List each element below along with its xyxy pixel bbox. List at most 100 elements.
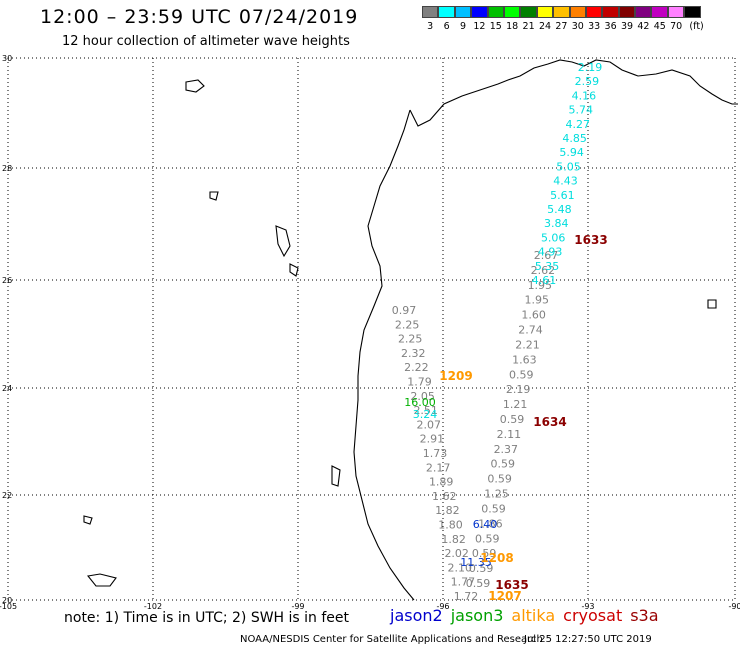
color-swatch bbox=[422, 6, 439, 18]
color-scale-label: 45 bbox=[653, 21, 666, 32]
color-scale-label: 27 bbox=[555, 21, 568, 32]
wave-height-label: 5.61 bbox=[550, 189, 575, 202]
color-scale-label: 21 bbox=[522, 21, 535, 32]
wave-height-label: 1.95 bbox=[528, 279, 553, 292]
longitude-label: -90 bbox=[728, 602, 740, 611]
longitude-label: -93 bbox=[581, 602, 594, 611]
color-scale-label: 70 bbox=[670, 21, 683, 32]
satellite-altika: altika bbox=[511, 606, 556, 625]
longitude-label: -105 bbox=[0, 602, 17, 611]
latitude-label: 24 bbox=[2, 384, 12, 393]
wave-height-label: 2.91 bbox=[420, 433, 445, 446]
wave-height-label: 5.48 bbox=[547, 203, 572, 216]
wave-height-label: 1.60 bbox=[521, 309, 546, 322]
latitude-label: 20 bbox=[2, 596, 12, 605]
color-swatch bbox=[438, 6, 455, 18]
wave-height-label: 1.77 bbox=[451, 576, 476, 589]
satellite-s3a: s3a bbox=[630, 606, 659, 625]
latitude-label: 26 bbox=[2, 276, 12, 285]
wave-height-label: 5.06 bbox=[541, 231, 566, 244]
color-swatch bbox=[602, 6, 619, 18]
observation-points: 0.972.252.252.322.221.792.052.512.072.91… bbox=[392, 61, 608, 603]
color-scale-label: 12 bbox=[473, 21, 486, 32]
color-scale-label: 18 bbox=[506, 21, 519, 32]
latitude-label: 22 bbox=[2, 491, 12, 500]
wave-height-label: 6.40 bbox=[473, 518, 498, 531]
latitude-label: 30 bbox=[2, 54, 12, 63]
color-swatch bbox=[487, 6, 504, 18]
wave-height-label: 0.59 bbox=[490, 458, 515, 471]
wave-height-label: 2.10 bbox=[448, 561, 473, 574]
wave-height-label: 0.97 bbox=[392, 304, 417, 317]
color-scale-label: 42 bbox=[637, 21, 650, 32]
wave-height-label: 1.21 bbox=[503, 398, 528, 411]
wave-height-label: 1.72 bbox=[454, 590, 479, 603]
wave-height-label: 2.21 bbox=[515, 338, 540, 351]
color-scale-label: 3 bbox=[427, 21, 434, 32]
wave-height-label: 1.62 bbox=[432, 490, 457, 503]
wave-height-label: 1.79 bbox=[407, 376, 432, 389]
color-swatch bbox=[553, 6, 570, 18]
satellite-legend: jason2 jason3 altika cryosat s3a bbox=[390, 606, 667, 625]
cryosat-time-label: 1633 bbox=[574, 233, 607, 247]
wave-height-label: 1.73 bbox=[423, 447, 448, 460]
wave-height-label: 2.74 bbox=[518, 324, 543, 337]
wave-height-label: 0.59 bbox=[466, 577, 491, 590]
color-swatch bbox=[569, 6, 586, 18]
latitude-label: 28 bbox=[2, 164, 12, 173]
wave-height-label: 16.00 bbox=[404, 396, 436, 409]
wave-height-label: 11.35 bbox=[460, 556, 492, 569]
wave-height-label: 1.86 bbox=[478, 517, 503, 530]
color-swatch bbox=[667, 6, 685, 18]
wave-height-label: 2.67 bbox=[534, 249, 559, 262]
color-swatch bbox=[684, 6, 701, 18]
color-scale-label: 6 bbox=[443, 21, 450, 32]
wave-height-label: 2.25 bbox=[398, 333, 423, 346]
color-scale-swatches bbox=[422, 6, 701, 18]
longitude-label: -96 bbox=[436, 602, 449, 611]
wave-height-label: 5.05 bbox=[556, 160, 581, 173]
map-subtitle: 12 hour collection of altimeter wave hei… bbox=[62, 34, 350, 49]
satellite-cryosat: cryosat bbox=[563, 606, 623, 625]
wave-height-label: 2.05 bbox=[410, 390, 435, 403]
color-scale-label: 39 bbox=[620, 21, 634, 32]
timestamp: Jul 25 12:27:50 UTC 2019 bbox=[524, 634, 652, 645]
satellite-jason2: jason2 bbox=[390, 606, 443, 625]
color-scale-label: (ft) bbox=[689, 21, 704, 32]
wave-height-label: 2.32 bbox=[401, 347, 426, 360]
color-scale-labels: 3 6 9 12 15 18 21 24 27 30 33 36 39 42 45 70 (ft) bbox=[422, 21, 740, 35]
color-swatch bbox=[585, 6, 603, 18]
wave-height-label: 2.19 bbox=[578, 61, 603, 74]
color-swatch bbox=[651, 6, 668, 18]
wave-height-label: 4.61 bbox=[532, 274, 557, 287]
wave-height-label: 1.89 bbox=[429, 476, 454, 489]
color-scale-label: 24 bbox=[538, 21, 552, 32]
color-swatch bbox=[618, 6, 636, 18]
wave-height-label: 0.59 bbox=[487, 473, 512, 486]
axis-labels: 30 28 26 24 22 20-105 -102 -99 -96 -93 -90 bbox=[0, 54, 740, 611]
wave-height-label: 2.37 bbox=[494, 443, 519, 456]
wave-height-label: 2.59 bbox=[575, 75, 600, 88]
map-title: 12:00 – 23:59 UTC 07/24/2019 bbox=[40, 6, 359, 28]
color-scale-label: 33 bbox=[588, 21, 601, 32]
wave-height-label: 4.27 bbox=[565, 118, 590, 131]
cryosat-time-label: 1634 bbox=[533, 415, 566, 429]
color-scale-label: 15 bbox=[489, 21, 502, 32]
wave-height-label: 2.07 bbox=[417, 418, 442, 431]
credit-line: NOAA/NESDIS Center for Satellite Applica… bbox=[240, 634, 543, 645]
wave-height-label: 1.25 bbox=[484, 488, 509, 501]
lat-lon-grid bbox=[7, 57, 736, 601]
cryosat-time-label: 1635 bbox=[495, 578, 528, 592]
altika-time-label: 1209 bbox=[439, 369, 472, 383]
wave-height-label: 3.24 bbox=[413, 408, 438, 421]
wave-height-label: 1.63 bbox=[512, 353, 537, 366]
wave-height-label: 2.17 bbox=[426, 461, 451, 474]
wave-height-label: 0.59 bbox=[481, 502, 506, 515]
wave-height-label: 0.59 bbox=[472, 547, 497, 560]
wave-height-label: 2.19 bbox=[506, 383, 531, 396]
wave-height-label: 5.35 bbox=[535, 260, 560, 273]
wave-height-label: 3.84 bbox=[544, 217, 569, 230]
satellite-jason3: jason3 bbox=[450, 606, 504, 625]
wave-height-label: 0.59 bbox=[500, 413, 525, 426]
